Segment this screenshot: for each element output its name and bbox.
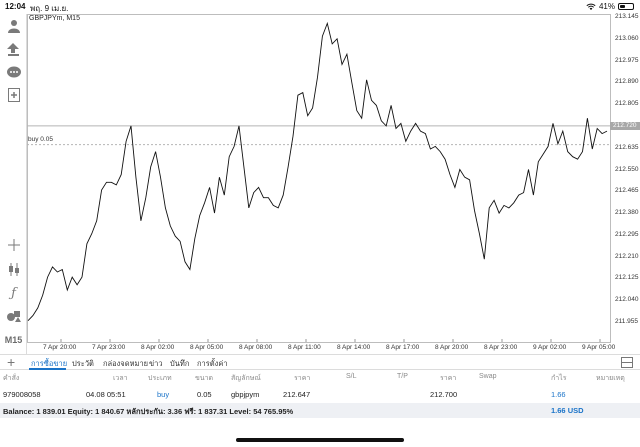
header-sl: S/L <box>346 373 357 380</box>
chart-canvas <box>27 14 611 343</box>
balance-summary: Balance: 1 839.01 Equity: 1 840.67 หลักป… <box>3 407 294 416</box>
y-tick-label: 212.805 <box>615 100 639 108</box>
wifi-icon <box>586 3 596 10</box>
candles-icon[interactable] <box>3 260 24 278</box>
header-type: ประเภท <box>148 375 172 382</box>
chart-toolbar: ƒ M15 <box>0 14 27 354</box>
y-tick-label: 212.465 <box>615 187 639 195</box>
y-tick-label: 211.955 <box>615 318 639 325</box>
layout-icon[interactable] <box>621 357 633 368</box>
cell-size: 0.05 <box>197 390 212 399</box>
cell-current-price: 212.700 <box>430 390 458 399</box>
battery-icon <box>618 3 634 10</box>
header-symbol: สัญลักษณ์ <box>231 375 261 382</box>
y-tick-label: 212.295 <box>615 230 639 238</box>
status-right: 41% <box>586 2 634 11</box>
order-label[interactable]: buy 0.05 <box>28 135 53 143</box>
balance-bar: Balance: 1 839.01 Equity: 1 840.67 หลักป… <box>0 403 640 418</box>
y-tick-label: 213.145 <box>615 13 639 20</box>
y-tick-label: 212.550 <box>615 165 639 173</box>
x-tick-label: 9 Apr 05:00 <box>582 344 616 351</box>
x-tick-label: 7 Apr 20:00 <box>43 344 77 351</box>
cell-order: 979008058 <box>3 390 41 399</box>
x-tick-label: 8 Apr 14:00 <box>337 344 371 351</box>
status-date: พฤ. 9 เม.ย. <box>30 4 69 13</box>
x-tick-label: 8 Apr 05:00 <box>190 344 224 351</box>
y-tick-label: 212.975 <box>615 56 639 64</box>
total-profit-value: 1.66 <box>551 406 566 415</box>
chart-symbol: GBPJPYm, M15 <box>29 15 80 22</box>
total-profit-currency: USD <box>567 406 584 415</box>
trade-icon[interactable] <box>3 40 24 58</box>
timeframe-button[interactable]: M15 <box>4 335 23 345</box>
x-tick-label: 8 Apr 17:00 <box>386 344 420 351</box>
header-order: คำสั่ง <box>3 375 20 382</box>
header-current-price: ราคา <box>440 375 457 382</box>
header-profit: กำไร <box>551 375 567 382</box>
total-profit: 1.66 USD <box>551 406 584 415</box>
header-time: เวลา <box>113 375 128 382</box>
x-tick-label: 8 Apr 23:00 <box>484 344 518 351</box>
cell-type: buy <box>157 390 170 399</box>
terminal-tabbar: + การซื้อขาย ประวัติ กล่องจดหมาย ข่าว บั… <box>0 354 640 370</box>
y-tick-label: 212.635 <box>615 143 639 151</box>
tab-news[interactable]: ข่าว <box>149 359 163 368</box>
objects-icon[interactable] <box>3 307 24 325</box>
cell-open-price: 212.647 <box>283 390 311 399</box>
tab-history[interactable]: ประวัติ <box>72 359 94 368</box>
x-tick-label: 8 Apr 08:00 <box>239 344 273 351</box>
x-tick-label: 7 Apr 23:00 <box>92 344 126 351</box>
y-tick-label: 213.060 <box>615 34 639 42</box>
tab-trade[interactable]: การซื้อขาย <box>31 359 68 368</box>
cell-profit: 1.66 <box>551 390 566 399</box>
tab-mailbox[interactable]: กล่องจดหมาย <box>103 359 149 368</box>
header-size: ขนาด <box>195 375 214 382</box>
y-tick-label: 212.125 <box>615 274 639 282</box>
header-tp: T/P <box>397 373 408 380</box>
home-indicator[interactable] <box>236 438 404 442</box>
x-tick-label: 8 Apr 20:00 <box>435 344 469 351</box>
y-tick-label: 212.210 <box>615 252 639 260</box>
y-tick-label: 212.890 <box>615 78 639 86</box>
x-tick-label: 9 Apr 02:00 <box>533 344 567 351</box>
account-icon[interactable] <box>3 17 24 35</box>
y-tick-label: 212.040 <box>615 296 639 304</box>
add-icon[interactable]: + <box>7 354 16 370</box>
cell-time: 04.08 05:51 <box>86 390 126 399</box>
header-comment: หมายเหตุ <box>596 375 625 382</box>
crosshair-icon[interactable] <box>3 236 24 254</box>
cell-symbol: gbpjpym <box>231 390 260 399</box>
chat-icon[interactable] <box>3 63 24 81</box>
price-chart[interactable]: GBPJPYm, M15 213.145 213.060 212.975 212.89… <box>27 13 640 354</box>
status-bar: 12:04 พฤ. 9 เม.ย. 41% <box>0 0 640 14</box>
status-time: 12:04 <box>5 2 26 11</box>
active-tab-indicator <box>29 368 66 370</box>
header-price: ราคา <box>294 375 311 382</box>
battery-percent: 41% <box>598 2 615 11</box>
indicator-icon[interactable]: ƒ <box>11 285 16 301</box>
x-tick-label: 8 Apr 11:00 <box>288 344 321 351</box>
new-order-icon[interactable] <box>3 86 24 104</box>
chart-frame <box>27 14 611 343</box>
y-tick-label: 212.380 <box>615 209 639 217</box>
tab-settings[interactable]: การตั้งค่า <box>197 359 228 368</box>
price-series <box>27 21 608 322</box>
tab-journal[interactable]: บันทึก <box>170 359 190 368</box>
current-price-tag: 212.720 <box>610 121 640 130</box>
x-tick-label: 8 Apr 02:00 <box>141 344 175 351</box>
header-swap: Swap <box>479 373 497 380</box>
